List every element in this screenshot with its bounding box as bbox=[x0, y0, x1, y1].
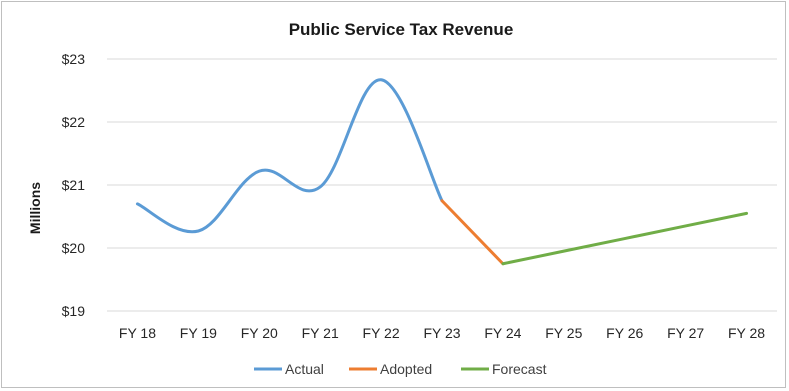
y-tick-label: $22 bbox=[62, 114, 86, 130]
series-line-actual bbox=[135, 78, 444, 234]
x-tick-label: FY 26 bbox=[606, 325, 643, 341]
y-tick-label: $20 bbox=[62, 240, 86, 256]
x-tick-label: FY 27 bbox=[667, 325, 704, 341]
x-tick-label: FY 18 bbox=[119, 325, 156, 341]
series-line-adopted bbox=[440, 199, 505, 266]
x-tick-label: FY 25 bbox=[545, 325, 582, 341]
gridlines bbox=[107, 58, 777, 312]
x-tick-label: FY 23 bbox=[423, 325, 460, 341]
legend-label-forecast: Forecast bbox=[492, 361, 547, 377]
y-axis-label: Millions bbox=[27, 182, 43, 234]
x-tick-label: FY 22 bbox=[363, 325, 400, 341]
legend-label-actual: Actual bbox=[285, 361, 324, 377]
y-axis-ticks: $19 $20 $21 $22 $23 bbox=[62, 51, 86, 319]
x-tick-label: FY 24 bbox=[484, 325, 521, 341]
x-tick-label: FY 21 bbox=[302, 325, 339, 341]
x-tick-label: FY 28 bbox=[728, 325, 765, 341]
legend: Actual Adopted Forecast bbox=[254, 361, 547, 377]
series-lines bbox=[135, 78, 749, 266]
x-tick-label: FY 19 bbox=[180, 325, 217, 341]
y-tick-label: $19 bbox=[62, 303, 86, 319]
y-tick-label: $23 bbox=[62, 51, 86, 67]
x-tick-label: FY 20 bbox=[241, 325, 278, 341]
chart-title: Public Service Tax Revenue bbox=[289, 20, 514, 39]
x-axis-ticks: FY 18 FY 19 FY 20 FY 21 FY 22 FY 23 FY 24 FY 25… bbox=[119, 325, 765, 341]
y-tick-label: $21 bbox=[62, 177, 86, 193]
legend-label-adopted: Adopted bbox=[380, 361, 432, 377]
series-line-forecast bbox=[501, 211, 749, 266]
